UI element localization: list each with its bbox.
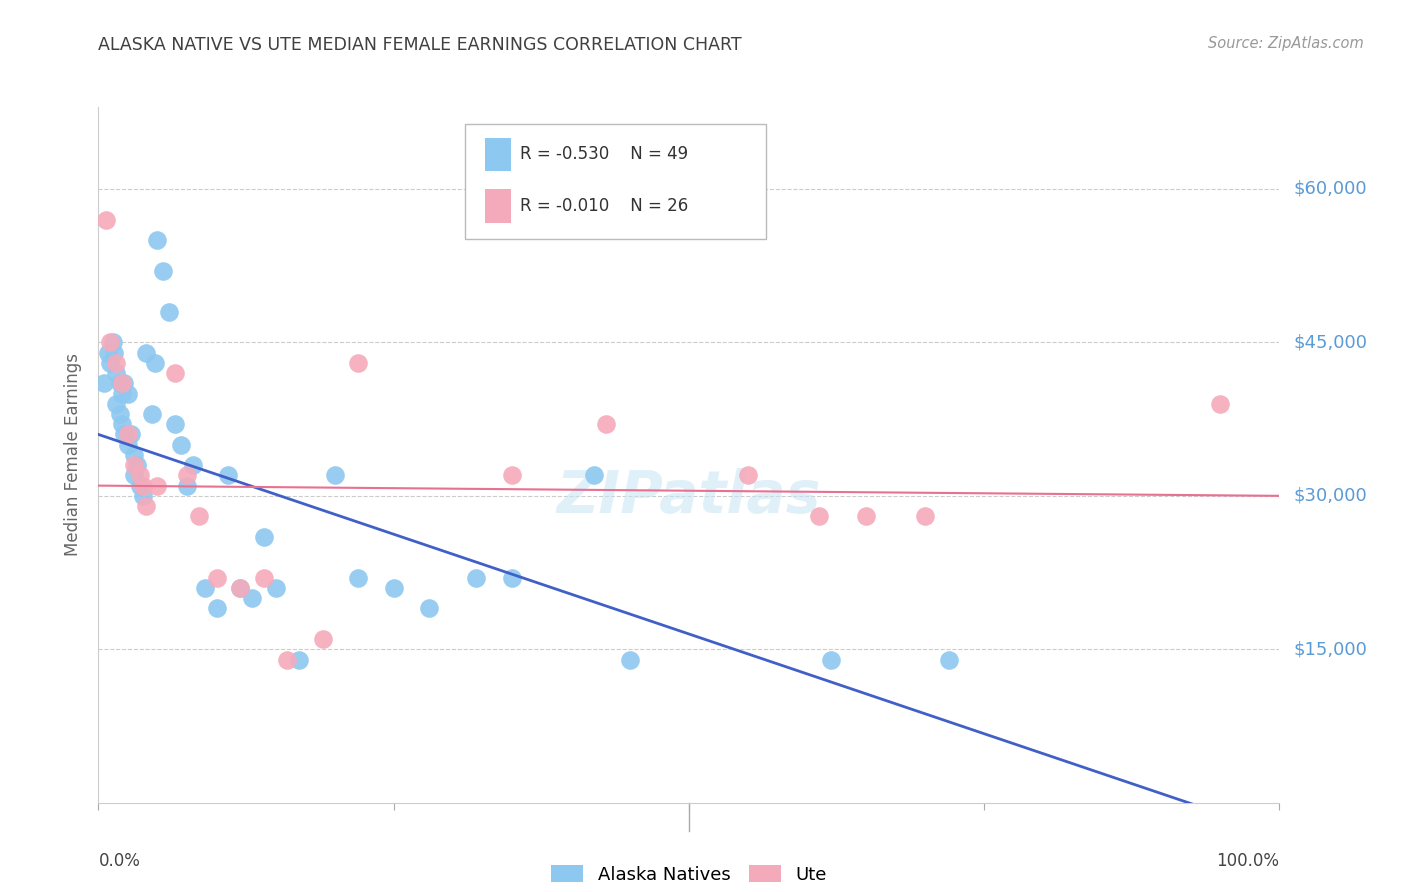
Legend: Alaska Natives, Ute: Alaska Natives, Ute <box>544 858 834 891</box>
Point <box>111 386 134 401</box>
Point <box>938 652 960 666</box>
Point <box>205 601 228 615</box>
Point <box>141 407 163 421</box>
Point <box>108 407 131 421</box>
Point <box>205 571 228 585</box>
Point <box>501 468 523 483</box>
Point <box>105 397 128 411</box>
Text: ALASKA NATIVE VS UTE MEDIAN FEMALE EARNINGS CORRELATION CHART: ALASKA NATIVE VS UTE MEDIAN FEMALE EARNI… <box>98 36 742 54</box>
Point <box>94 212 117 227</box>
Point <box>619 652 641 666</box>
Point <box>347 356 370 370</box>
Text: $60,000: $60,000 <box>1294 180 1367 198</box>
Point <box>288 652 311 666</box>
Point <box>121 427 143 442</box>
Point <box>229 581 252 595</box>
Point <box>253 530 276 544</box>
Point <box>465 571 488 585</box>
Text: 0.0%: 0.0% <box>98 852 141 870</box>
Point <box>111 376 134 391</box>
Point <box>176 478 198 492</box>
Point <box>112 376 135 391</box>
Point <box>143 356 166 370</box>
Point <box>194 581 217 595</box>
Point <box>217 468 239 483</box>
Point <box>276 652 298 666</box>
Text: 100.0%: 100.0% <box>1216 852 1279 870</box>
Point <box>111 417 134 432</box>
Point <box>595 417 617 432</box>
Point <box>737 468 759 483</box>
Point <box>122 468 145 483</box>
Point <box>117 427 139 442</box>
Point <box>855 509 877 524</box>
Point <box>176 468 198 483</box>
Y-axis label: Median Female Earnings: Median Female Earnings <box>65 353 83 557</box>
Point <box>97 345 120 359</box>
Point <box>264 581 287 595</box>
Point <box>98 335 121 350</box>
Bar <box>485 137 510 171</box>
Text: $45,000: $45,000 <box>1294 334 1368 351</box>
Point <box>117 438 139 452</box>
Point <box>914 509 936 524</box>
Point <box>583 468 606 483</box>
Point <box>135 345 157 359</box>
Point <box>170 438 193 452</box>
Text: $30,000: $30,000 <box>1294 487 1367 505</box>
Point <box>128 468 150 483</box>
Point <box>152 264 174 278</box>
Point <box>418 601 440 615</box>
Point <box>181 458 204 472</box>
Point <box>347 571 370 585</box>
Point <box>382 581 405 595</box>
Text: R = -0.010    N = 26: R = -0.010 N = 26 <box>520 197 689 215</box>
Point <box>122 448 145 462</box>
Point <box>98 356 121 370</box>
Text: $15,000: $15,000 <box>1294 640 1367 658</box>
Point <box>501 571 523 585</box>
Point <box>820 652 842 666</box>
Point <box>105 356 128 370</box>
Point <box>1209 397 1232 411</box>
Point <box>132 478 155 492</box>
Point <box>122 458 145 472</box>
Text: ZIPatlas: ZIPatlas <box>557 468 821 525</box>
Point <box>127 458 149 472</box>
Bar <box>485 189 510 223</box>
Point <box>93 376 115 391</box>
Point <box>135 499 157 513</box>
Point <box>117 386 139 401</box>
Point <box>253 571 276 585</box>
Text: R = -0.530    N = 49: R = -0.530 N = 49 <box>520 145 688 163</box>
Point <box>112 427 135 442</box>
Point <box>323 468 346 483</box>
Point <box>187 509 209 524</box>
Point <box>146 478 169 492</box>
Text: Source: ZipAtlas.com: Source: ZipAtlas.com <box>1208 36 1364 51</box>
Point <box>105 366 128 380</box>
Point <box>132 489 155 503</box>
Point <box>165 417 187 432</box>
Point <box>240 591 263 606</box>
Point <box>229 581 252 595</box>
Point <box>108 376 131 391</box>
Point <box>312 632 335 646</box>
Point <box>165 366 187 380</box>
Point <box>103 345 125 359</box>
Point <box>157 304 180 318</box>
FancyBboxPatch shape <box>464 124 766 239</box>
Point <box>807 509 830 524</box>
Point <box>128 478 150 492</box>
Point <box>101 335 124 350</box>
Point <box>146 233 169 247</box>
